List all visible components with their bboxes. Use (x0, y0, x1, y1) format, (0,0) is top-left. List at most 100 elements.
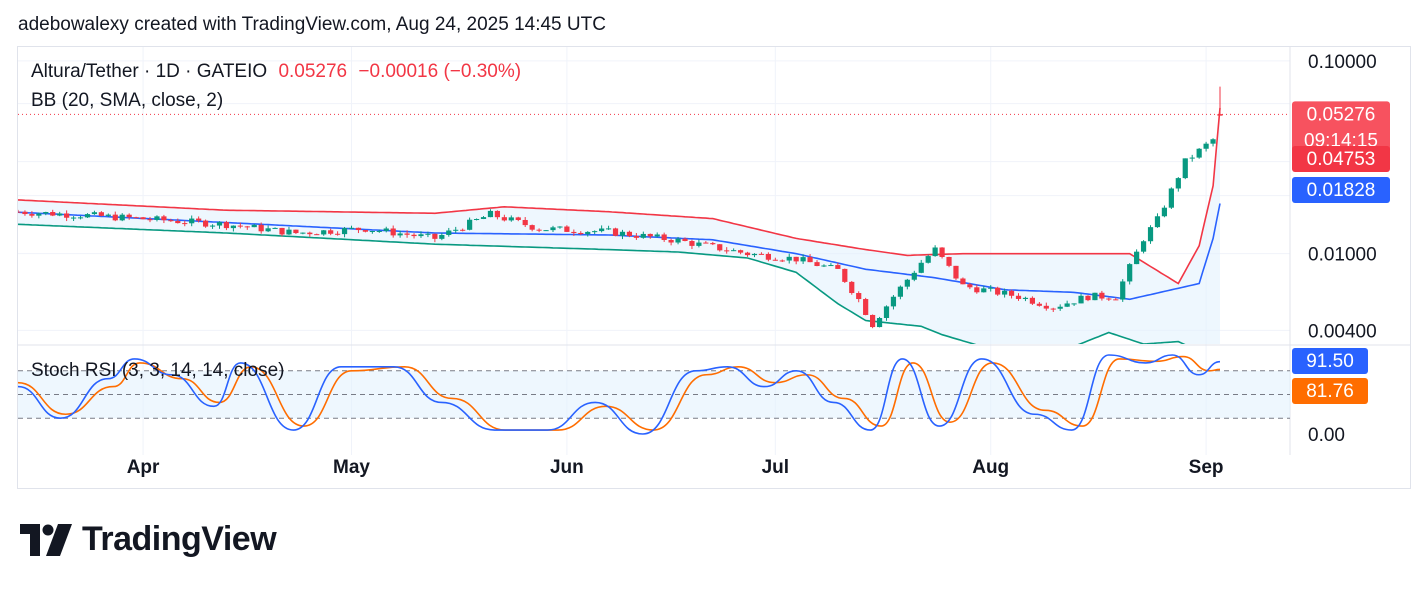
candle-body (272, 227, 278, 229)
candle-body (605, 228, 612, 230)
candle-body (362, 230, 368, 232)
candle-body (251, 224, 257, 228)
candle-body (870, 314, 876, 328)
candle-body (925, 256, 931, 263)
time-axis-label: May (333, 457, 370, 478)
candle-body (43, 212, 49, 214)
bb-label: BB (20, SMA, close, 2) (31, 90, 224, 111)
candle-body (626, 231, 633, 237)
candle-body (1071, 303, 1077, 305)
stoch-tag-box (1292, 378, 1368, 404)
symbol-legend[interactable]: Altura/Tether · 1D · GATEIO 0.05276 −0.0… (31, 61, 521, 83)
candle-body (779, 260, 785, 262)
candle-body (467, 219, 473, 230)
price-tag: 0.04753 (1292, 146, 1390, 172)
candle-body (689, 241, 695, 246)
candle-body (696, 242, 702, 246)
candle-body (703, 242, 709, 244)
candle-body (335, 233, 341, 235)
candle-body (890, 296, 897, 307)
candle-body (619, 231, 626, 236)
candle-body (904, 279, 910, 287)
candle-body (675, 238, 681, 243)
price-pane (18, 86, 1223, 344)
candle-body (230, 225, 236, 229)
last-candle-body (1217, 114, 1223, 116)
stoch-tag: 81.76 (1292, 378, 1368, 404)
time-axis-label: Aug (972, 457, 1009, 478)
candle-body (314, 234, 320, 236)
stoch-label: Stoch RSI (3, 3, 14, 14, close) (31, 360, 285, 381)
candle-body (599, 228, 605, 232)
candle-body (1036, 303, 1042, 306)
candle-body (189, 218, 195, 224)
candle-body (1168, 188, 1174, 208)
candle-body (731, 250, 737, 252)
candle-body (515, 217, 521, 220)
stoch-legend[interactable]: Stoch RSI (3, 3, 14, 14, close) (31, 360, 284, 382)
price-axis-tick: 0.01000 (1308, 245, 1377, 266)
candle-body (717, 244, 723, 251)
candle-body (196, 218, 202, 221)
candle-body (119, 214, 125, 221)
candle-body (390, 228, 396, 236)
candle-body (244, 226, 250, 228)
candle-body (592, 231, 598, 233)
candle-body (216, 222, 223, 226)
candle-body (1154, 216, 1161, 228)
candle-body (112, 214, 118, 221)
candle-body (557, 226, 563, 228)
candle-body (529, 225, 535, 230)
candle-body (50, 212, 56, 216)
candle-body (1029, 297, 1036, 304)
candle-body (1210, 139, 1216, 144)
time-axis-label: Jun (550, 457, 584, 478)
stoch-k-line (17, 354, 1221, 435)
price-axis-tick: 0.10000 (1308, 52, 1377, 73)
candle-body (828, 265, 834, 267)
candle-body (439, 234, 445, 239)
chart-frame (17, 46, 1411, 489)
candle-body (842, 268, 848, 282)
candle-body (1140, 241, 1147, 252)
bb-legend[interactable]: BB (20, SMA, close, 2) (31, 90, 223, 112)
candle-body (376, 230, 382, 232)
candle-body (585, 231, 591, 235)
candle-body (1175, 178, 1181, 189)
candle-body (1106, 298, 1112, 300)
candle-body (543, 230, 549, 232)
candle-body (18, 211, 21, 213)
tradingview-brand[interactable]: TradingView (20, 520, 277, 559)
candle-body (154, 216, 160, 220)
candle-body (1015, 295, 1022, 299)
candle-body (856, 293, 862, 300)
candle-body (202, 220, 209, 227)
candle-body (508, 217, 514, 221)
candle-body (418, 234, 424, 237)
price-axis-tick: 0.00400 (1308, 321, 1377, 342)
candle-body (1147, 227, 1154, 242)
candle-body (1057, 306, 1063, 309)
stoch-tag-label: 81.76 (1306, 381, 1354, 402)
candle-body (1022, 297, 1029, 299)
candle-body (1092, 292, 1098, 301)
candle-body (960, 278, 966, 285)
candle-body (147, 219, 153, 221)
candle-body (168, 220, 174, 222)
candle-body (425, 233, 431, 235)
candle-body (223, 222, 230, 229)
candle-body (404, 233, 410, 235)
candle-body (939, 247, 945, 257)
candle-body (237, 225, 243, 227)
candle-body (612, 228, 619, 236)
candle-body (460, 229, 466, 231)
candle-body (1182, 158, 1188, 179)
candle-body (668, 240, 674, 243)
candle-body (1196, 148, 1202, 158)
candle-body (22, 211, 28, 215)
candle-body (1189, 157, 1195, 159)
candle-body (265, 228, 271, 232)
candle-body (1113, 299, 1119, 301)
